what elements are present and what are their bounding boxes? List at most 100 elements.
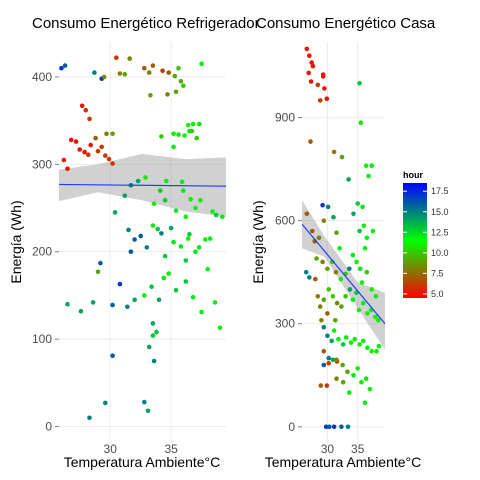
data-point-casa [355,366,361,371]
data-point-casa [360,204,365,210]
data-point-refrigerador [150,321,156,326]
data-point-refrigerador [196,121,202,127]
data-point-casa [348,340,354,345]
data-point-refrigerador [187,232,192,237]
data-point-refrigerador [110,161,115,166]
data-point-casa [365,311,370,316]
data-point-casa [327,424,332,430]
data-point-refrigerador [165,92,170,97]
data-point-casa [366,173,371,179]
data-point-casa [360,300,366,306]
data-point-refrigerador [154,329,159,335]
y-axis-label-refrigerador: Energía (Wh) [8,200,24,283]
data-point-refrigerador [143,175,148,180]
grid-refrigerador [59,42,226,444]
data-point-refrigerador [189,128,195,134]
data-point-refrigerador [117,281,123,287]
data-point-casa [324,383,330,388]
data-point-casa [313,276,318,282]
legend-tick-label: 10.0 [431,248,449,258]
data-point-casa [345,424,351,430]
data-point-refrigerador [117,71,123,76]
data-point-refrigerador [59,65,64,71]
data-point-refrigerador [95,148,101,154]
points-casa [303,46,382,430]
data-point-casa [320,202,325,208]
data-point-refrigerador [122,72,128,77]
data-point-casa [338,276,344,282]
data-point-casa [346,177,351,182]
data-point-casa [319,318,324,323]
data-point-casa [309,60,315,65]
data-point-casa [320,259,325,265]
data-point-refrigerador [171,239,176,245]
data-point-casa [362,245,368,251]
data-point-casa [339,304,344,309]
data-point-casa [359,379,364,385]
data-point-casa [350,297,356,303]
data-point-casa [310,63,316,69]
data-point-casa [324,96,330,101]
data-point-refrigerador [142,65,147,71]
data-point-casa [357,228,362,234]
data-point-refrigerador [148,93,153,98]
data-point-casa [374,348,379,354]
data-point-casa [347,287,353,292]
data-point-casa [326,361,332,366]
chart-title-casa: Consumo Energético Casa [256,15,436,32]
data-point-casa [363,376,369,382]
data-point-refrigerador [101,74,107,80]
data-point-refrigerador [159,134,164,139]
data-point-casa [337,245,342,251]
data-point-refrigerador [90,300,96,305]
data-point-refrigerador [155,226,160,232]
data-point-casa [340,362,345,368]
data-point-casa [317,98,323,103]
data-point-casa [352,336,358,342]
data-point-casa [334,230,339,235]
data-point-refrigerador [93,135,98,141]
data-point-casa [303,269,309,275]
trend-line-casa [302,223,385,325]
data-point-refrigerador [162,197,168,203]
data-point-refrigerador [61,157,67,163]
data-point-casa [351,373,356,378]
legend-hour: hour 5.0 7.5 10.0 12.5 15.0 17.5 [403,170,449,299]
data-point-casa [331,328,337,333]
data-point-refrigerador [220,214,225,220]
data-point-refrigerador [132,297,137,303]
data-point-refrigerador [198,197,203,203]
data-point-casa [365,345,370,351]
legend-tick-label: 5.0 [431,289,444,299]
panel-refrigerador: Consumo Energético Refrigerador Energía … [8,15,260,470]
data-point-refrigerador [205,266,210,272]
data-point-casa [347,266,352,272]
data-point-refrigerador [179,179,185,185]
data-point-casa [340,342,346,347]
data-point-casa [339,424,344,430]
data-point-refrigerador [203,237,208,242]
data-point-casa [314,256,319,261]
data-point-refrigerador [87,415,92,421]
data-point-casa [304,46,310,52]
x-tick-label: 30 [321,442,335,456]
data-point-refrigerador [65,301,70,307]
data-point-refrigerador [87,116,92,122]
data-point-refrigerador [122,193,128,199]
y-tick-label: 300 [32,157,52,171]
data-point-casa [363,163,369,168]
data-point-refrigerador [88,142,93,148]
data-point-refrigerador [193,249,198,254]
y-tick-label: 0 [288,420,295,434]
data-point-refrigerador [162,253,168,259]
data-point-refrigerador [160,68,165,74]
data-point-refrigerador [99,144,104,150]
data-point-refrigerador [156,297,162,303]
x-tick-label: 35 [164,442,178,456]
data-point-casa [345,369,350,375]
data-point-casa [376,318,381,323]
data-point-casa [325,266,330,272]
data-point-refrigerador [193,205,198,211]
data-point-casa [357,266,363,272]
